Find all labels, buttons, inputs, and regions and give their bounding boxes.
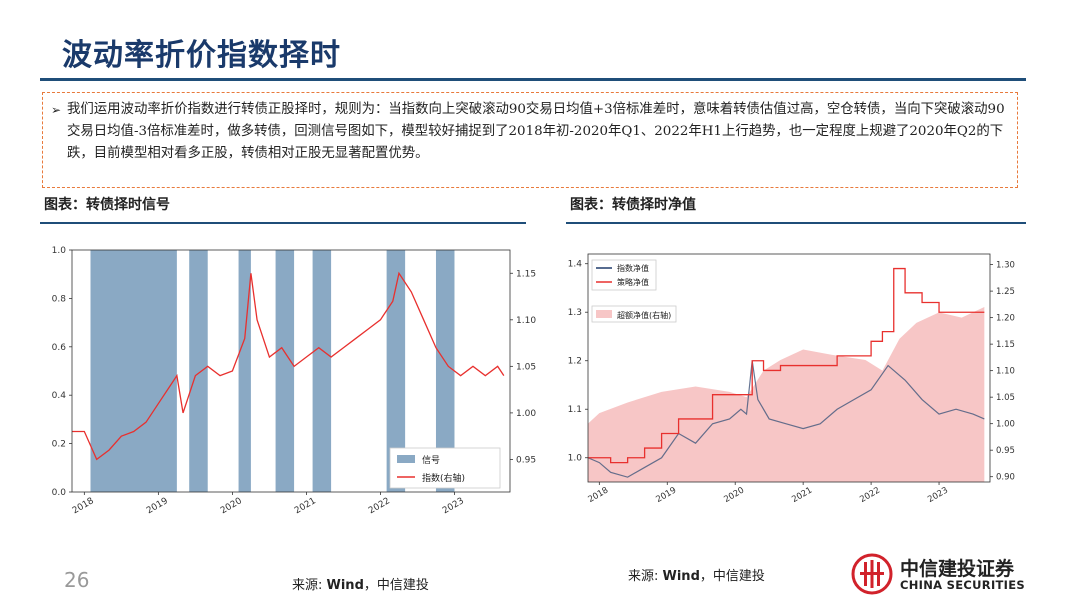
legend-box xyxy=(389,447,501,489)
legend-label-excess: 超额净值(右轴) xyxy=(617,310,671,320)
x-tick-label: 2020 xyxy=(219,496,244,516)
y2-tick-label: 1.10 xyxy=(996,367,1015,377)
x-tick-label: 2019 xyxy=(654,486,678,505)
excess-area xyxy=(588,307,985,482)
nav-chart: 1.0 1.1 1.2 1.3 1.4 0.90 0.95 1.00 1.05 1.10 1.15 1… xyxy=(568,253,1015,505)
left-caption-divider xyxy=(40,222,526,224)
legend-swatch-excess xyxy=(596,310,612,318)
title-divider xyxy=(40,78,1026,81)
summary-box: ➢ 我们运用波动率折价指数进行转债正股择时，规则为：当指数向上突破滚动90交易日… xyxy=(42,92,1018,188)
y-tick-label: 1.1 xyxy=(568,405,582,415)
index-line xyxy=(72,271,505,461)
x-tick-label: 2021 xyxy=(293,496,318,516)
source-left-suffix: ，中信建投 xyxy=(363,578,429,593)
source-right-prefix: 来源: xyxy=(628,569,663,584)
source-left: 来源: Wind，中信建投 xyxy=(292,574,429,593)
signal-chart: 0.0 0.2 0.4 0.6 0.8 1.0 0.95 1.00 1.05 1.10 1.15 20… xyxy=(52,246,537,516)
y2-tick-label: 1.00 xyxy=(996,420,1015,430)
y-tick-label: 1.2 xyxy=(568,357,582,367)
x-tick-label: 2022 xyxy=(858,486,882,505)
legend-box-area xyxy=(591,305,677,323)
page-title: 波动率折价指数择时 xyxy=(62,38,341,73)
signal-bar xyxy=(312,250,332,492)
logo-cn-text: 中信建投证券 xyxy=(900,558,1015,580)
y2-tick-label: 1.05 xyxy=(516,362,536,372)
logo-en-text: CHINA SECURITIES xyxy=(900,578,1025,592)
y2-tick-label: 1.15 xyxy=(996,340,1015,350)
y2-tick-label: 0.90 xyxy=(996,473,1015,483)
y-tick-label: 1.0 xyxy=(52,246,67,256)
y-tick-label: 0.0 xyxy=(52,488,67,498)
legend-box-lines xyxy=(591,259,657,291)
right-caption-divider xyxy=(566,222,1026,224)
source-right-bold: Wind xyxy=(662,569,700,584)
x-tick-label: 2018 xyxy=(71,496,96,516)
summary-text: 我们运用波动率折价指数进行转债正股择时，规则为：当指数向上突破滚动90交易日均值… xyxy=(67,102,1005,161)
legend-label-index: 指数(右轴) xyxy=(422,472,465,484)
y-tick-label: 1.4 xyxy=(568,260,583,270)
right-chart-caption: 图表：转债择时净值 xyxy=(570,197,696,213)
signal-bar xyxy=(189,250,208,492)
signal-bar xyxy=(90,250,177,492)
y-tick-label: 0.6 xyxy=(52,343,67,353)
x-tick-label: 2018 xyxy=(586,486,610,505)
bullet-arrow-icon: ➢ xyxy=(51,103,62,117)
source-left-bold: Wind xyxy=(326,578,364,593)
strategy-nav-line xyxy=(588,267,985,464)
company-logo: 中信建投证券 CHINA SECURITIES xyxy=(850,552,1030,596)
logo-emblem-icon xyxy=(851,553,893,595)
y2-tick-label: 1.30 xyxy=(996,261,1015,271)
x-tick-label: 2023 xyxy=(441,496,466,516)
y2-tick-label: 0.95 xyxy=(996,446,1015,456)
source-left-prefix: 来源: xyxy=(292,578,327,593)
index-nav-line xyxy=(587,360,985,478)
signal-bar xyxy=(435,250,455,492)
page-number: 26 xyxy=(64,568,90,592)
y2-tick-label: 1.15 xyxy=(516,269,536,279)
y2-tick-label: 1.05 xyxy=(996,393,1015,403)
x-tick-label: 2019 xyxy=(145,496,170,516)
y2-tick-label: 0.95 xyxy=(516,455,536,465)
x-tick-label: 2022 xyxy=(367,496,392,516)
y2-tick-label: 1.00 xyxy=(516,409,536,419)
source-right: 来源: Wind，中信建投 xyxy=(628,565,765,584)
legend-label-signal: 信号 xyxy=(422,454,440,466)
x-tick-label: 2021 xyxy=(790,486,814,505)
source-right-suffix: ，中信建投 xyxy=(699,569,765,584)
y-tick-label: 0.4 xyxy=(52,391,67,401)
signal-bar xyxy=(386,250,406,492)
legend-label-index: 指数净值 xyxy=(617,263,649,273)
y-tick-label: 0.2 xyxy=(52,440,66,450)
signal-bar xyxy=(275,250,295,492)
y2-tick-label: 1.25 xyxy=(996,287,1015,297)
x-tick-label: 2020 xyxy=(722,486,746,505)
y-tick-label: 0.8 xyxy=(52,294,67,304)
left-chart-caption: 图表：转债择时信号 xyxy=(44,197,170,213)
plot-frame xyxy=(587,253,991,483)
legend-swatch-signal xyxy=(397,455,415,463)
legend-label-strategy: 策略净值 xyxy=(617,277,649,287)
plot-frame xyxy=(71,249,511,493)
y-tick-label: 1.0 xyxy=(568,454,583,464)
x-tick-label: 2023 xyxy=(926,486,950,505)
y2-tick-label: 1.10 xyxy=(516,316,536,326)
y-tick-label: 1.3 xyxy=(568,308,582,318)
y2-tick-label: 1.20 xyxy=(996,314,1015,324)
